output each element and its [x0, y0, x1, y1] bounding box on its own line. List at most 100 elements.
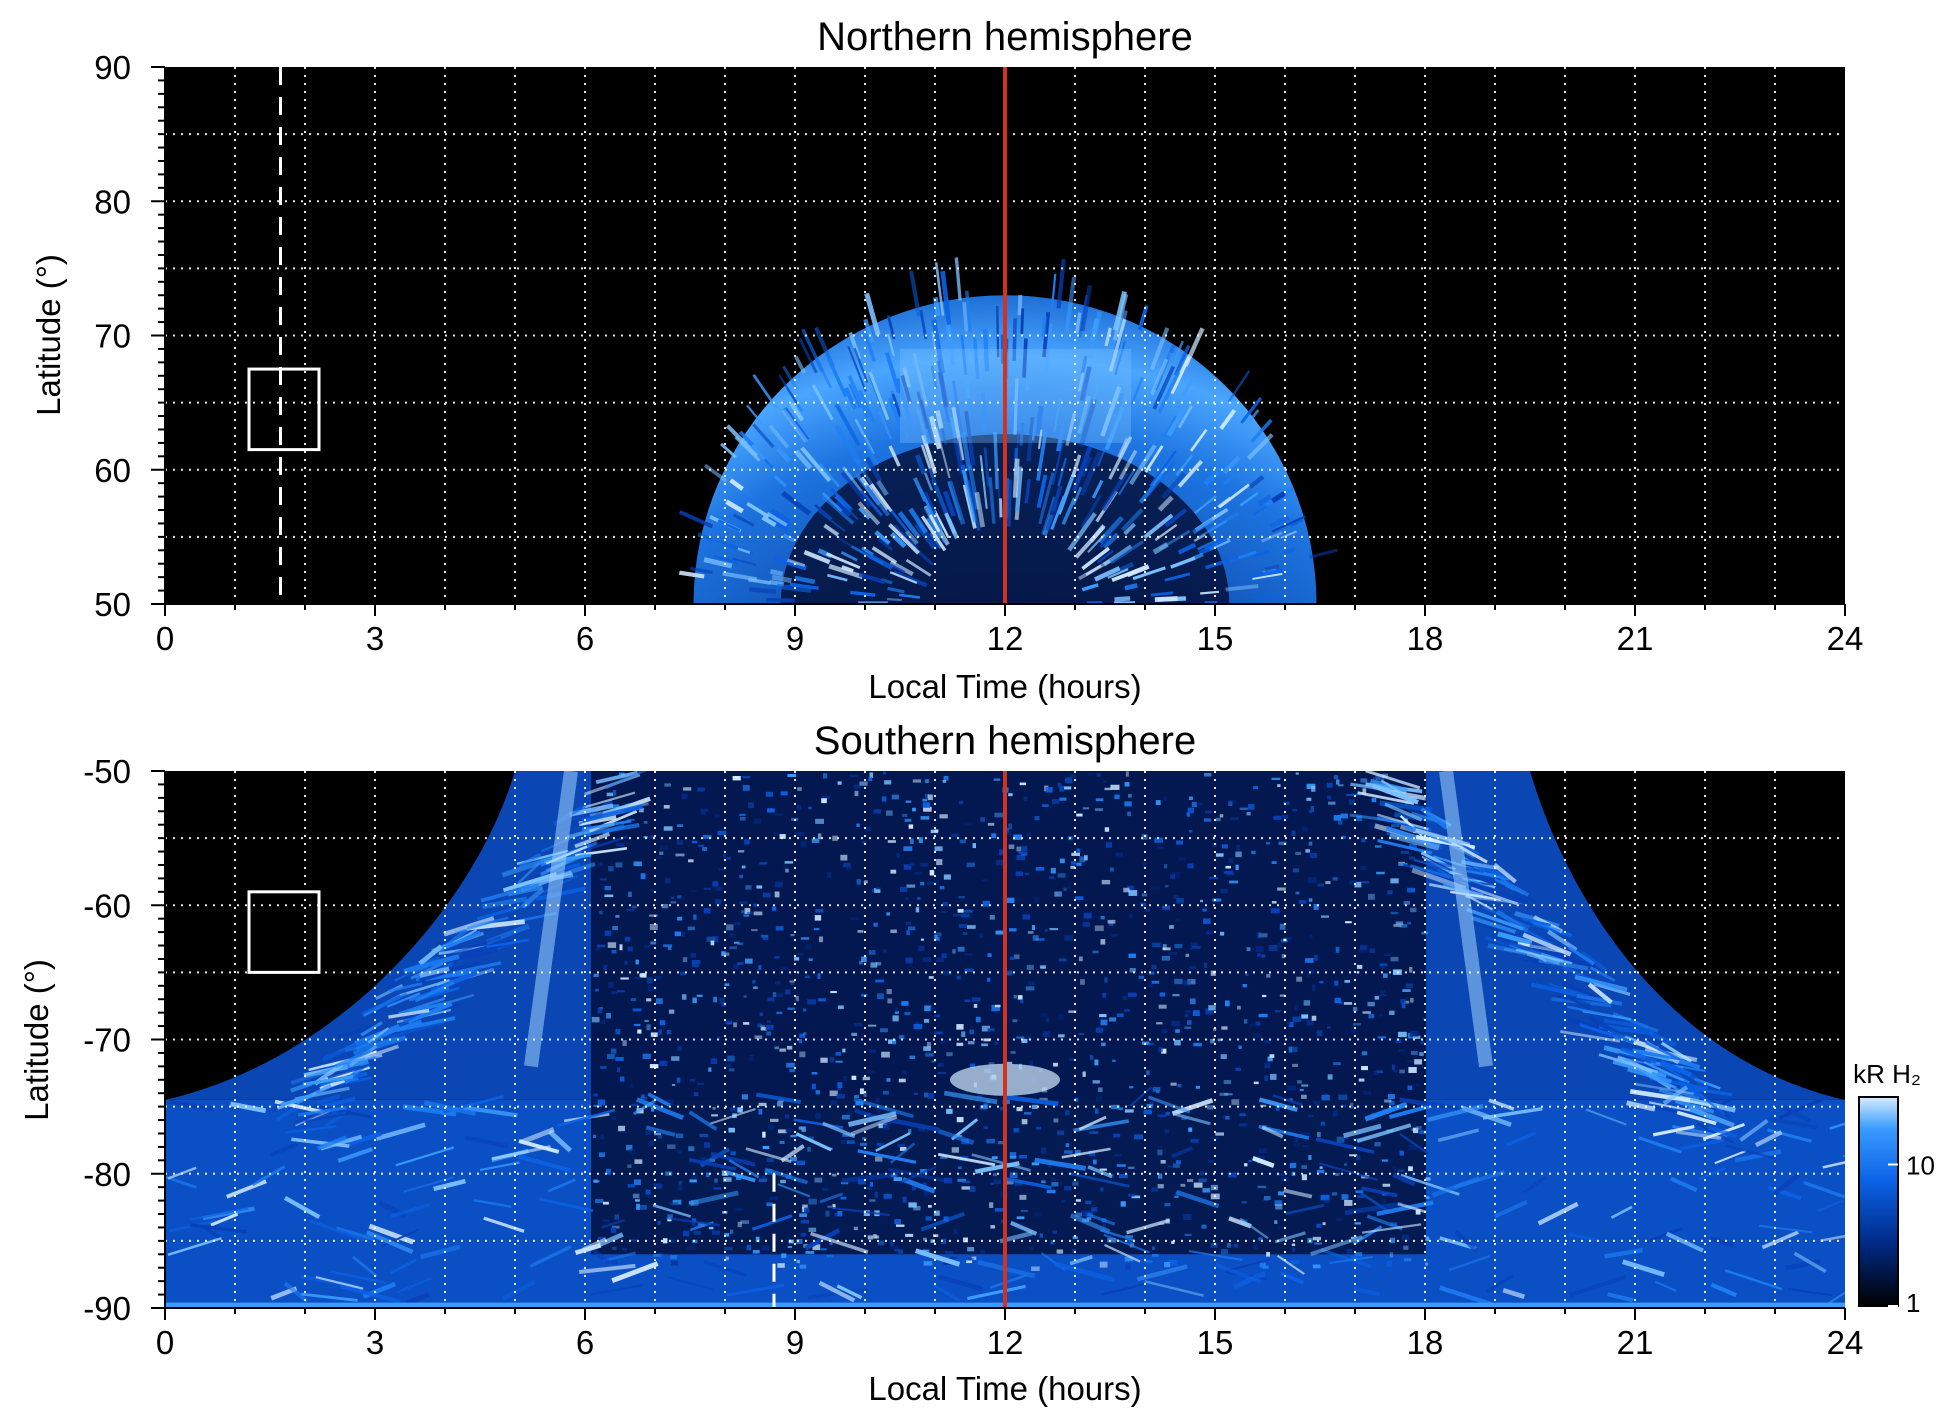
emission-speckle [859, 1088, 864, 1095]
emission-speckle [1332, 1110, 1338, 1117]
emission-streak [1101, 1283, 1144, 1296]
emission-speckle [1335, 946, 1340, 953]
emission-speckle [1024, 872, 1030, 876]
emission-speckle [600, 1134, 604, 1140]
emission-speckle [1067, 886, 1072, 889]
emission-streak [295, 1083, 332, 1105]
emission-streak [430, 970, 478, 994]
emission-streak [1055, 427, 1065, 452]
emission-speckle [671, 1056, 680, 1061]
emission-speckle [982, 900, 990, 907]
emission-streak [386, 992, 421, 1008]
emission-speckle [1349, 1154, 1358, 1157]
emission-speckle [741, 865, 746, 869]
emission-speckle [670, 901, 677, 904]
emission-speckle [914, 871, 923, 875]
emission-speckle [1311, 785, 1316, 792]
emission-speckle [1053, 1062, 1058, 1067]
emission-speckle [1301, 1094, 1307, 1099]
emission-speckle [1046, 1017, 1050, 1023]
emission-streak [1580, 950, 1608, 972]
emission-streak [647, 1092, 671, 1107]
emission-streak [841, 565, 854, 573]
emission-speckle [598, 1236, 606, 1240]
emission-streak [885, 351, 901, 394]
emission-speckle [869, 1199, 876, 1202]
emission-streak [1077, 395, 1091, 434]
emission-speckle [1150, 886, 1160, 890]
emission-speckle [1085, 1200, 1092, 1205]
emission-streak [1036, 474, 1048, 509]
emission-speckle [678, 1181, 682, 1185]
emission-streak [1108, 436, 1133, 480]
emission-speckle [1279, 994, 1286, 997]
emission-speckle [983, 1038, 991, 1042]
emission-speckle [759, 1012, 763, 1016]
emission-speckle [1292, 809, 1298, 812]
emission-speckle [1368, 893, 1375, 900]
emission-speckle [1233, 1243, 1239, 1248]
emission-speckle [958, 896, 966, 899]
emission-speckle [1415, 1209, 1421, 1215]
emission-speckle [882, 771, 887, 775]
emission-speckle [1026, 964, 1034, 971]
emission-speckle [670, 896, 675, 900]
emission-streak [398, 997, 446, 1016]
emission-speckle [1271, 861, 1277, 864]
emission-speckle [1407, 921, 1411, 925]
emission-speckle [659, 1060, 668, 1066]
emission-speckle [742, 785, 750, 791]
emission-streak [746, 404, 768, 431]
emission-speckle [1170, 1082, 1177, 1086]
emission-speckle [906, 884, 916, 888]
emission-speckle [765, 1024, 774, 1030]
emission-speckle [1033, 1212, 1043, 1217]
emission-speckle [1035, 938, 1045, 941]
emission-speckle [611, 950, 617, 954]
emission-speckle [1193, 1182, 1203, 1188]
emission-speckle [815, 818, 824, 824]
emission-speckle [952, 914, 961, 917]
emission-speckle [1127, 885, 1134, 892]
emission-streak [1006, 479, 1012, 527]
emission-speckle [941, 953, 947, 958]
emission-streak [819, 1192, 844, 1204]
emission-speckle [935, 957, 945, 963]
emission-speckle [790, 1134, 797, 1138]
emission-speckle [817, 833, 822, 840]
emission-speckle [1334, 980, 1339, 986]
emission-speckle [891, 1245, 899, 1249]
emission-streak [1126, 564, 1150, 578]
emission-speckle [1321, 1094, 1330, 1101]
emission-streak [1377, 839, 1433, 855]
emission-streak [902, 1177, 936, 1194]
emission-streak [574, 1243, 602, 1256]
emission-streak [1173, 344, 1191, 376]
emission-streak [1080, 494, 1102, 528]
emission-speckle [815, 909, 824, 913]
emission-streak [389, 1258, 418, 1275]
emission-speckle [649, 835, 656, 838]
emission-speckle [595, 1198, 604, 1204]
emission-speckle [1387, 890, 1393, 895]
emission-speckle [1070, 861, 1077, 865]
emission-streak [771, 574, 792, 584]
emission-speckle [622, 1040, 627, 1046]
emission-speckle [1017, 995, 1023, 1000]
emission-speckle [721, 1002, 726, 1007]
emission-speckle [692, 961, 699, 968]
emission-streak [960, 431, 972, 471]
emission-speckle [687, 926, 695, 931]
emission-speckle [667, 1214, 673, 1218]
emission-speckle [929, 870, 935, 876]
emission-speckle [1040, 1013, 1048, 1018]
emission-speckle [1123, 887, 1130, 893]
emission-speckle [829, 1090, 838, 1097]
emission-speckle [1094, 1059, 1099, 1066]
southern-title: Southern hemisphere [814, 719, 1196, 763]
emission-speckle [836, 1094, 846, 1099]
emission-streak [1643, 1060, 1685, 1082]
emission-speckle [835, 1060, 843, 1063]
emission-speckle [671, 1083, 676, 1087]
emission-streak [1361, 1186, 1398, 1198]
